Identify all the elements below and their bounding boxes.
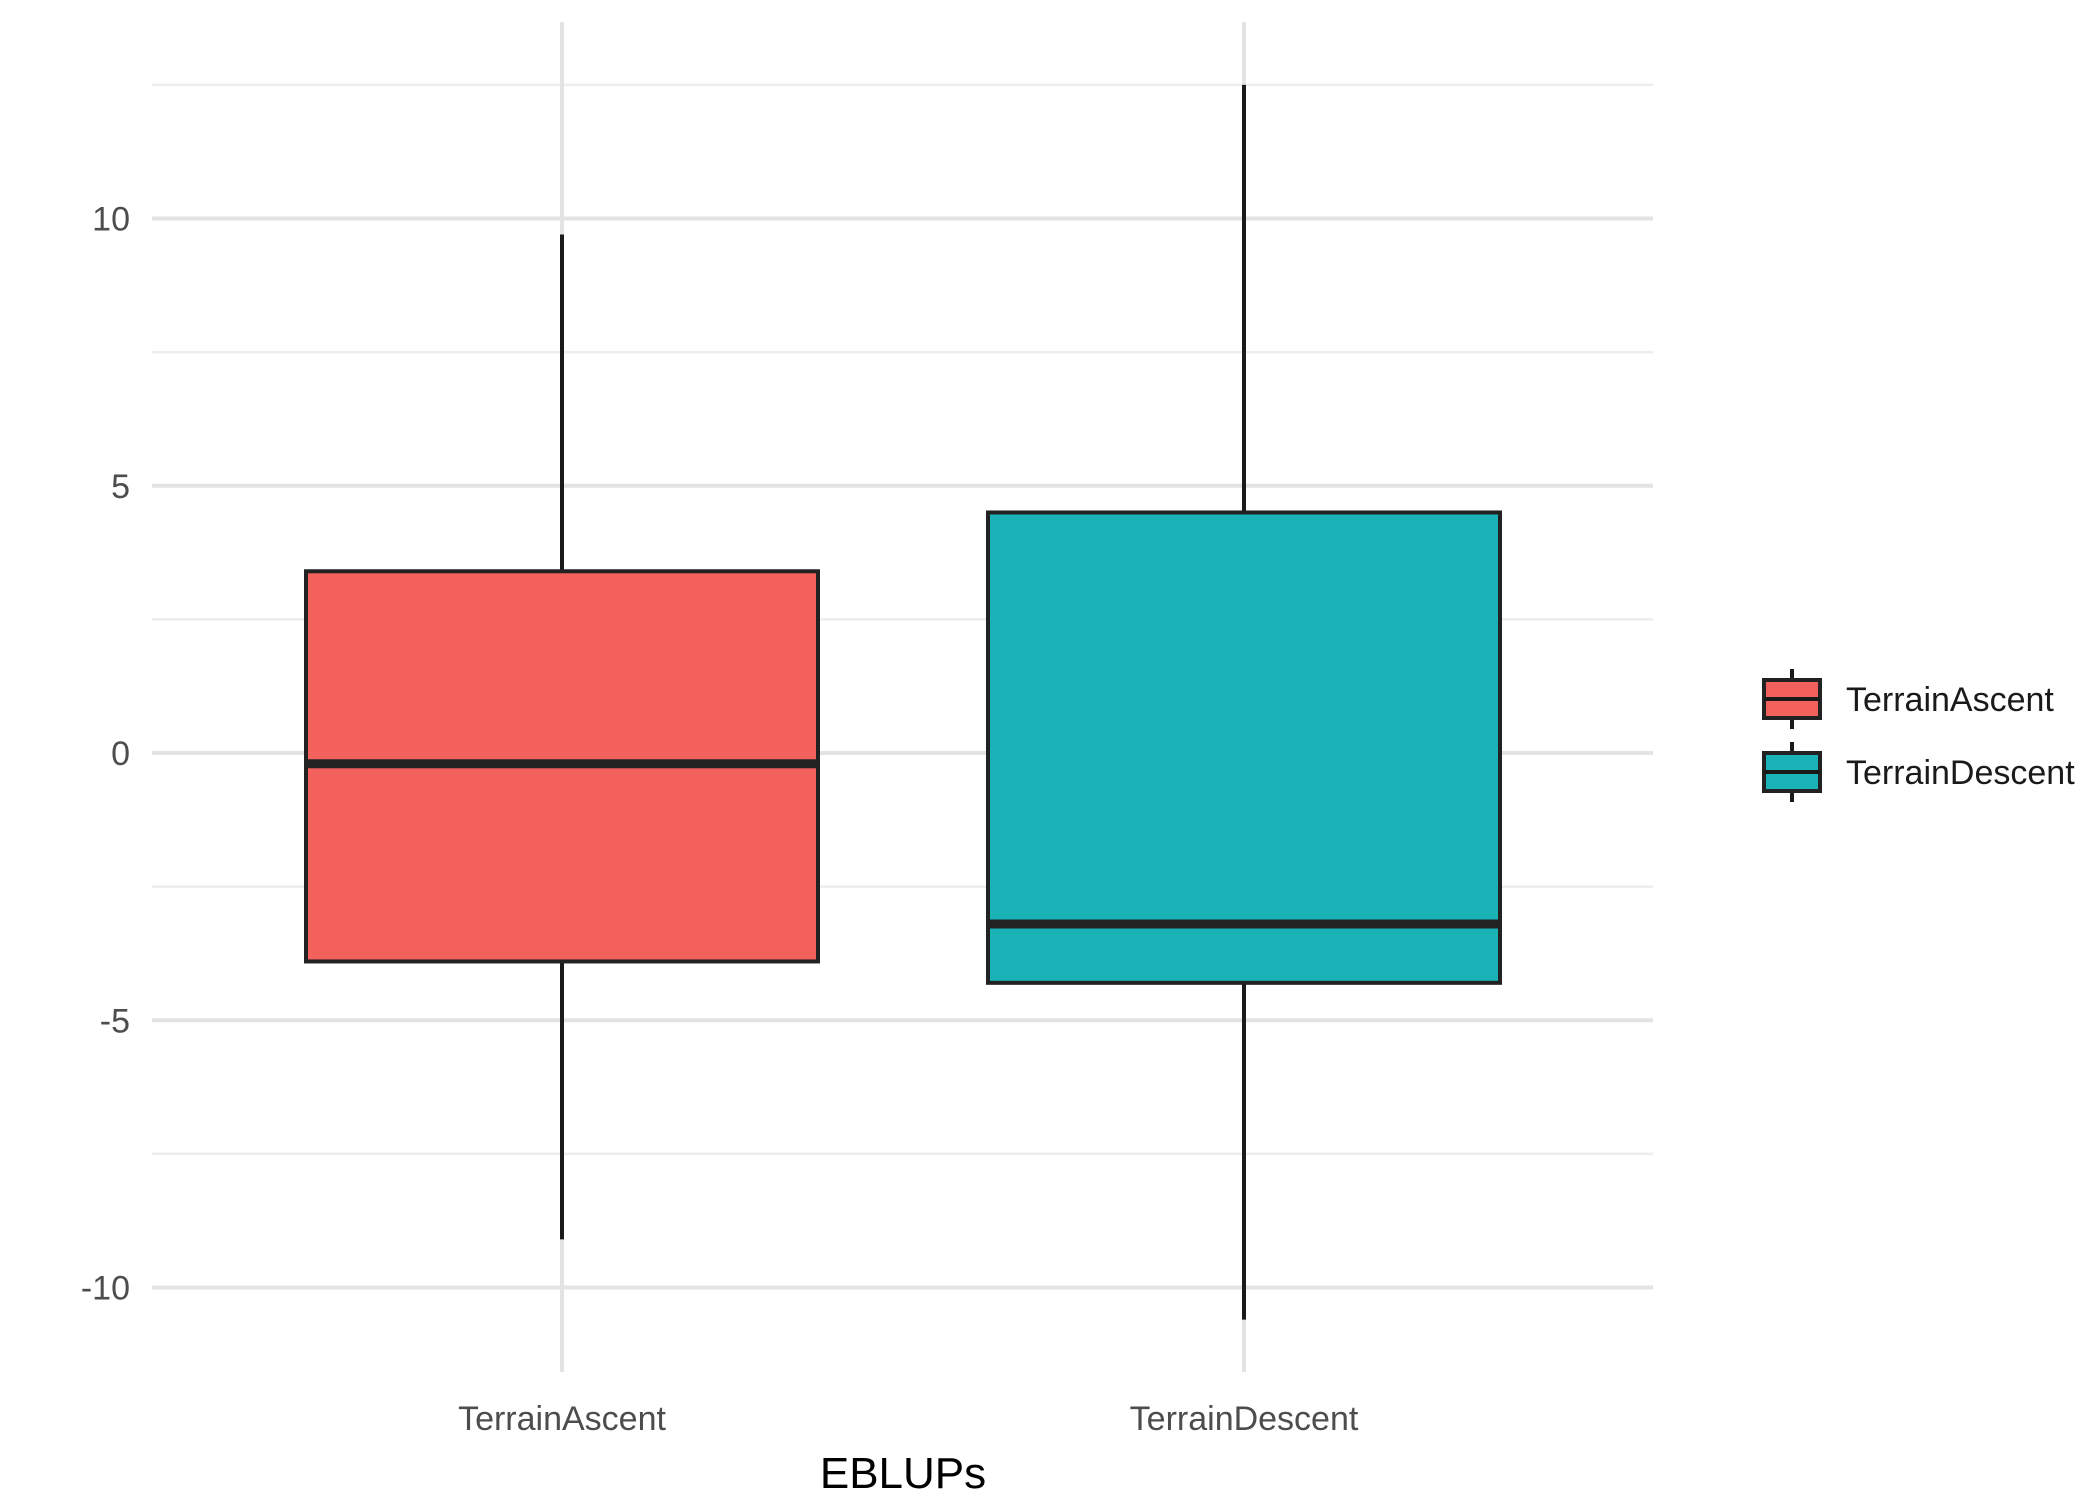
y-axis-tick-labels: -10 -5 0 5 10 [81,201,130,1308]
box-iqr [986,510,1502,985]
legend: TerrainAscent TerrainDescent [1762,669,2075,802]
y-tick-label: 0 [111,735,130,773]
x-axis-title: EBLUPs [820,1449,986,1498]
x-tick-label: TerrainAscent [458,1400,666,1438]
legend-label: TerrainDescent [1846,754,2075,792]
legend-key [1762,669,1822,729]
y-tick-label: 5 [111,468,130,506]
legend-item-TerrainAscent: TerrainAscent [1762,669,2054,729]
box-TerrainAscent [304,234,820,1240]
x-axis-tick-labels: TerrainAscent TerrainDescent [458,1400,1359,1438]
y-tick-label: -5 [100,1002,130,1040]
x-tick-label: TerrainDescent [1130,1400,1359,1438]
legend-key [1762,742,1822,802]
y-tick-label: 10 [92,201,130,239]
box-plots [304,84,1502,1320]
y-tick-label: -10 [81,1270,130,1308]
legend-item-TerrainDescent: TerrainDescent [1762,742,2075,802]
legend-label: TerrainAscent [1846,681,2054,719]
box-TerrainDescent [986,84,1502,1320]
